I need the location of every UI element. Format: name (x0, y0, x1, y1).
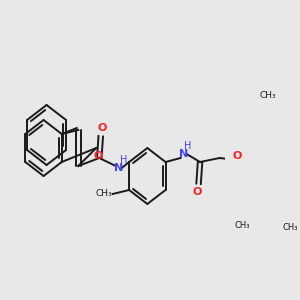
Text: O: O (98, 123, 107, 133)
Text: CH₃: CH₃ (234, 221, 250, 230)
Text: H: H (184, 141, 192, 151)
Text: H: H (120, 155, 127, 165)
Text: CH₃: CH₃ (95, 190, 112, 199)
Text: CH₃: CH₃ (282, 224, 298, 232)
Text: O: O (233, 151, 242, 161)
Text: CH₃: CH₃ (259, 91, 276, 100)
Text: N: N (179, 149, 188, 159)
Text: O: O (192, 187, 202, 197)
Text: O: O (93, 151, 103, 161)
Text: N: N (114, 163, 123, 173)
